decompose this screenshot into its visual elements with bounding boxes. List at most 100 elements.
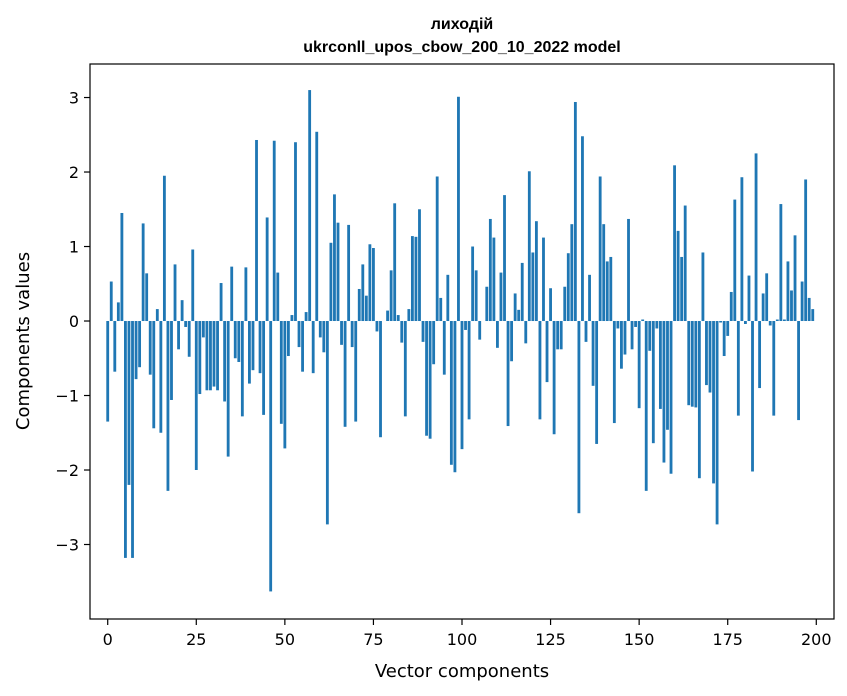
bar — [768, 321, 772, 326]
bar — [485, 286, 489, 322]
bar — [311, 321, 315, 374]
bar — [697, 321, 701, 479]
bar — [457, 96, 460, 322]
bar — [744, 321, 747, 324]
bar — [166, 321, 170, 491]
bar — [134, 321, 138, 380]
bar — [258, 321, 262, 374]
bar — [124, 321, 127, 558]
bar — [666, 321, 669, 430]
bar — [368, 244, 372, 322]
bar — [634, 321, 638, 327]
bar — [627, 218, 630, 322]
bar — [460, 321, 464, 450]
bar — [620, 321, 623, 369]
bar — [414, 236, 418, 322]
bar — [478, 321, 482, 340]
bar — [591, 321, 595, 386]
bar — [248, 321, 251, 384]
bar — [209, 321, 212, 391]
bar — [786, 261, 790, 322]
bar — [534, 221, 538, 322]
bar — [269, 321, 273, 592]
bar — [184, 321, 188, 327]
bar — [719, 321, 723, 323]
bar — [644, 321, 648, 491]
bar — [354, 321, 358, 422]
bar — [701, 252, 705, 322]
bar — [782, 319, 786, 322]
bar — [343, 321, 347, 427]
bar — [304, 312, 308, 322]
x-tick-label: 0 — [103, 630, 113, 649]
bar — [141, 223, 145, 322]
bar — [772, 321, 776, 416]
bar — [616, 321, 620, 329]
bar — [194, 321, 198, 470]
bar — [527, 171, 531, 322]
bar — [138, 321, 142, 368]
bar — [428, 321, 432, 439]
bar — [556, 321, 560, 350]
bar — [205, 321, 209, 391]
bar — [446, 274, 450, 322]
bar — [492, 237, 496, 322]
bar — [669, 321, 673, 474]
bar — [449, 321, 453, 465]
bar — [758, 321, 762, 389]
bar — [173, 264, 177, 322]
bar — [418, 209, 421, 322]
bar — [513, 293, 517, 322]
bar — [386, 310, 390, 322]
bar — [127, 321, 131, 485]
bar — [754, 153, 758, 322]
bar — [747, 275, 751, 322]
bar — [708, 321, 712, 393]
bar — [517, 309, 521, 322]
x-tick-label: 150 — [624, 630, 655, 649]
bar — [499, 272, 503, 322]
bar — [255, 139, 258, 322]
bar — [279, 321, 283, 424]
bar — [503, 195, 506, 322]
bar — [120, 212, 124, 322]
y-tick-label: 0 — [69, 312, 79, 331]
bar — [658, 321, 662, 409]
bar — [588, 274, 591, 322]
bar — [315, 131, 319, 322]
bar — [159, 321, 163, 433]
bar — [630, 321, 634, 350]
bar — [531, 252, 535, 322]
y-tick-label: 1 — [69, 238, 79, 257]
bar — [765, 273, 769, 322]
x-tick-label: 100 — [447, 630, 478, 649]
bar — [807, 297, 811, 322]
bar — [152, 321, 156, 429]
bar — [705, 321, 708, 386]
bar — [301, 321, 304, 372]
bar — [648, 321, 652, 351]
bar — [595, 321, 599, 444]
bar — [347, 224, 351, 322]
bar — [230, 266, 234, 322]
bar — [219, 283, 223, 322]
bar — [655, 321, 659, 329]
x-axis-label: Vector components — [375, 661, 549, 682]
bar — [722, 321, 726, 357]
y-tick-label: −2 — [55, 461, 79, 480]
bar — [432, 321, 436, 365]
bar — [464, 321, 467, 330]
bar — [148, 321, 152, 375]
bar — [180, 300, 184, 322]
bar — [393, 203, 397, 322]
bar — [623, 321, 627, 355]
bars-group — [106, 90, 815, 592]
bar — [581, 136, 584, 322]
y-axis-ticks: −3 −2 −1 0 1 2 3 — [55, 89, 90, 555]
bar — [297, 321, 301, 348]
x-tick-label: 75 — [363, 630, 383, 649]
bar — [797, 321, 800, 421]
bar — [131, 321, 134, 558]
bar — [609, 256, 613, 322]
